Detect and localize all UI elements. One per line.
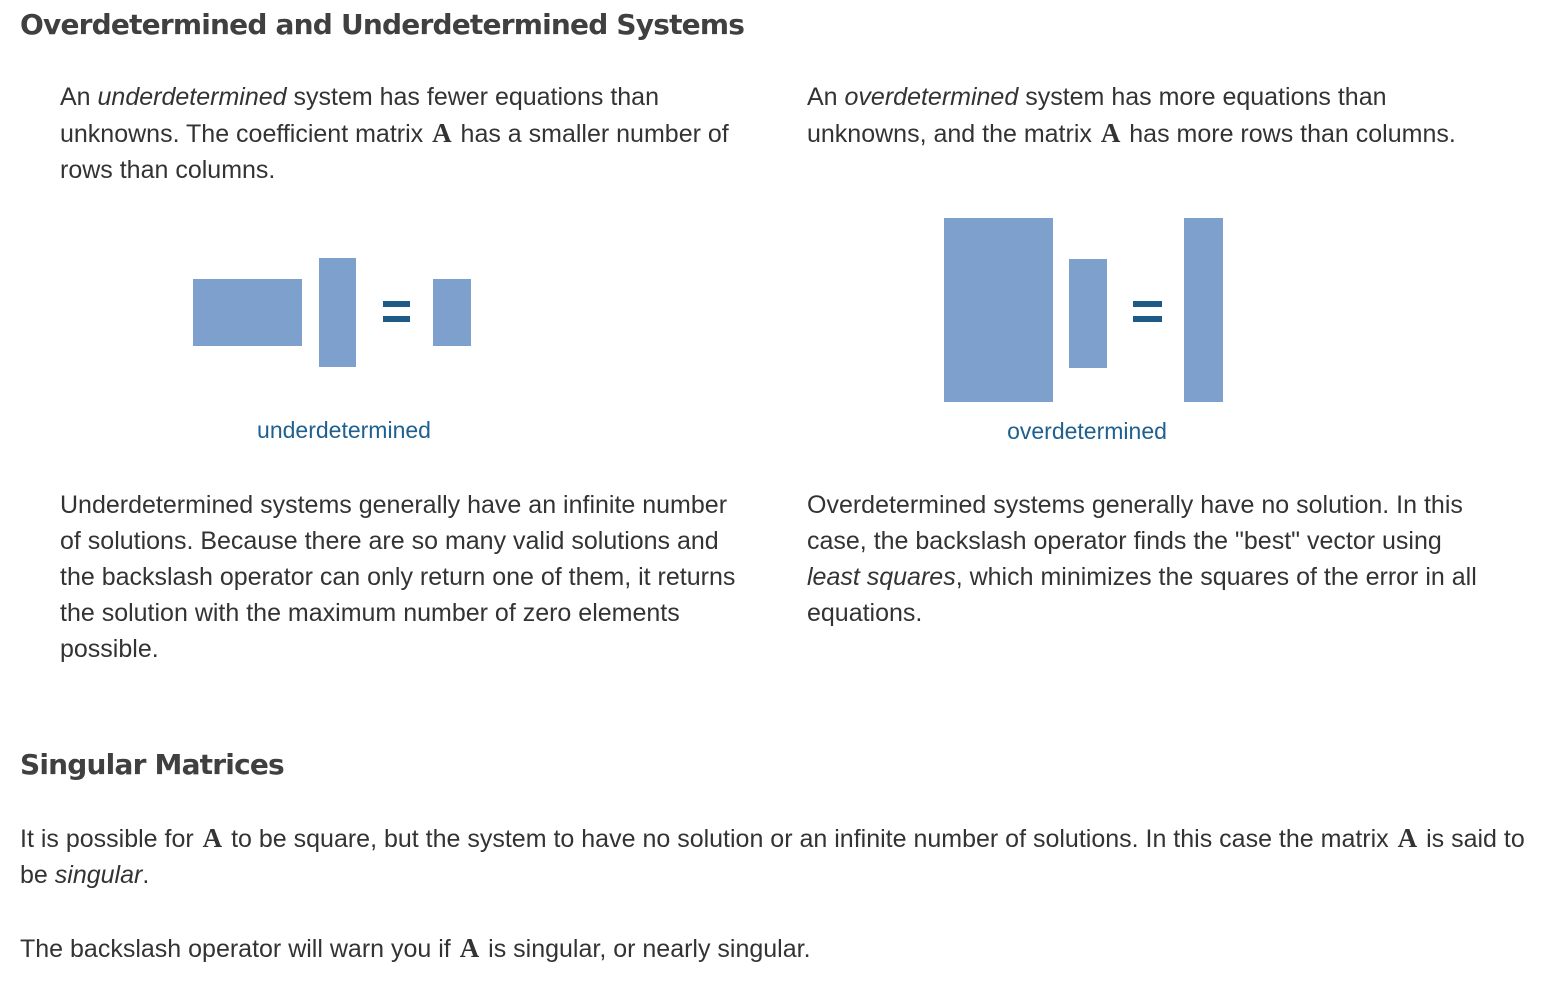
equals-sign-top: [383, 301, 410, 307]
underdetermined-intro: An underdetermined system has fewer equa…: [60, 83, 729, 184]
matrix-A-symbol: A: [432, 118, 452, 148]
vector-b-block: [433, 279, 471, 346]
singular-term: singular: [54, 861, 143, 889]
vector-x-block: [319, 258, 356, 367]
least-squares-term: least squares: [807, 563, 956, 591]
overdetermined-caption: overdetermined: [1007, 418, 1167, 444]
section-heading-over-under: Overdetermined and Underdetermined Syste…: [20, 8, 745, 41]
equals-sign-bottom: [1133, 316, 1162, 322]
equals-sign-top: [1133, 301, 1162, 307]
overdetermined-body: Overdetermined systems generally have no…: [807, 491, 1477, 627]
singular-paragraph-2: The backslash operator will warn you if …: [20, 933, 811, 963]
matrix-A-symbol: A: [459, 933, 480, 963]
vector-x-block: [1069, 259, 1107, 368]
underdetermined-caption: underdetermined: [257, 417, 431, 443]
underdetermined-diagram: [193, 258, 471, 367]
singular-paragraph-1: It is possible for A to be square, but t…: [20, 823, 1525, 889]
section-heading-singular: Singular Matrices: [20, 748, 285, 781]
overdetermined-diagram: [944, 218, 1223, 402]
overdetermined-intro: An overdetermined system has more equati…: [807, 83, 1456, 148]
overdetermined-term: overdetermined: [844, 83, 1019, 111]
underdetermined-term: underdetermined: [97, 83, 287, 111]
matrix-A-symbol: A: [1100, 118, 1121, 148]
matrix-A-symbol: A: [1397, 823, 1418, 853]
underdetermined-body: Underdetermined systems generally have a…: [60, 491, 736, 663]
equals-sign-bottom: [383, 316, 410, 322]
matrix-A-block: [944, 218, 1053, 402]
matrix-A-symbol: A: [202, 823, 223, 853]
matrix-A-block: [193, 279, 302, 346]
vector-b-block: [1184, 218, 1223, 402]
